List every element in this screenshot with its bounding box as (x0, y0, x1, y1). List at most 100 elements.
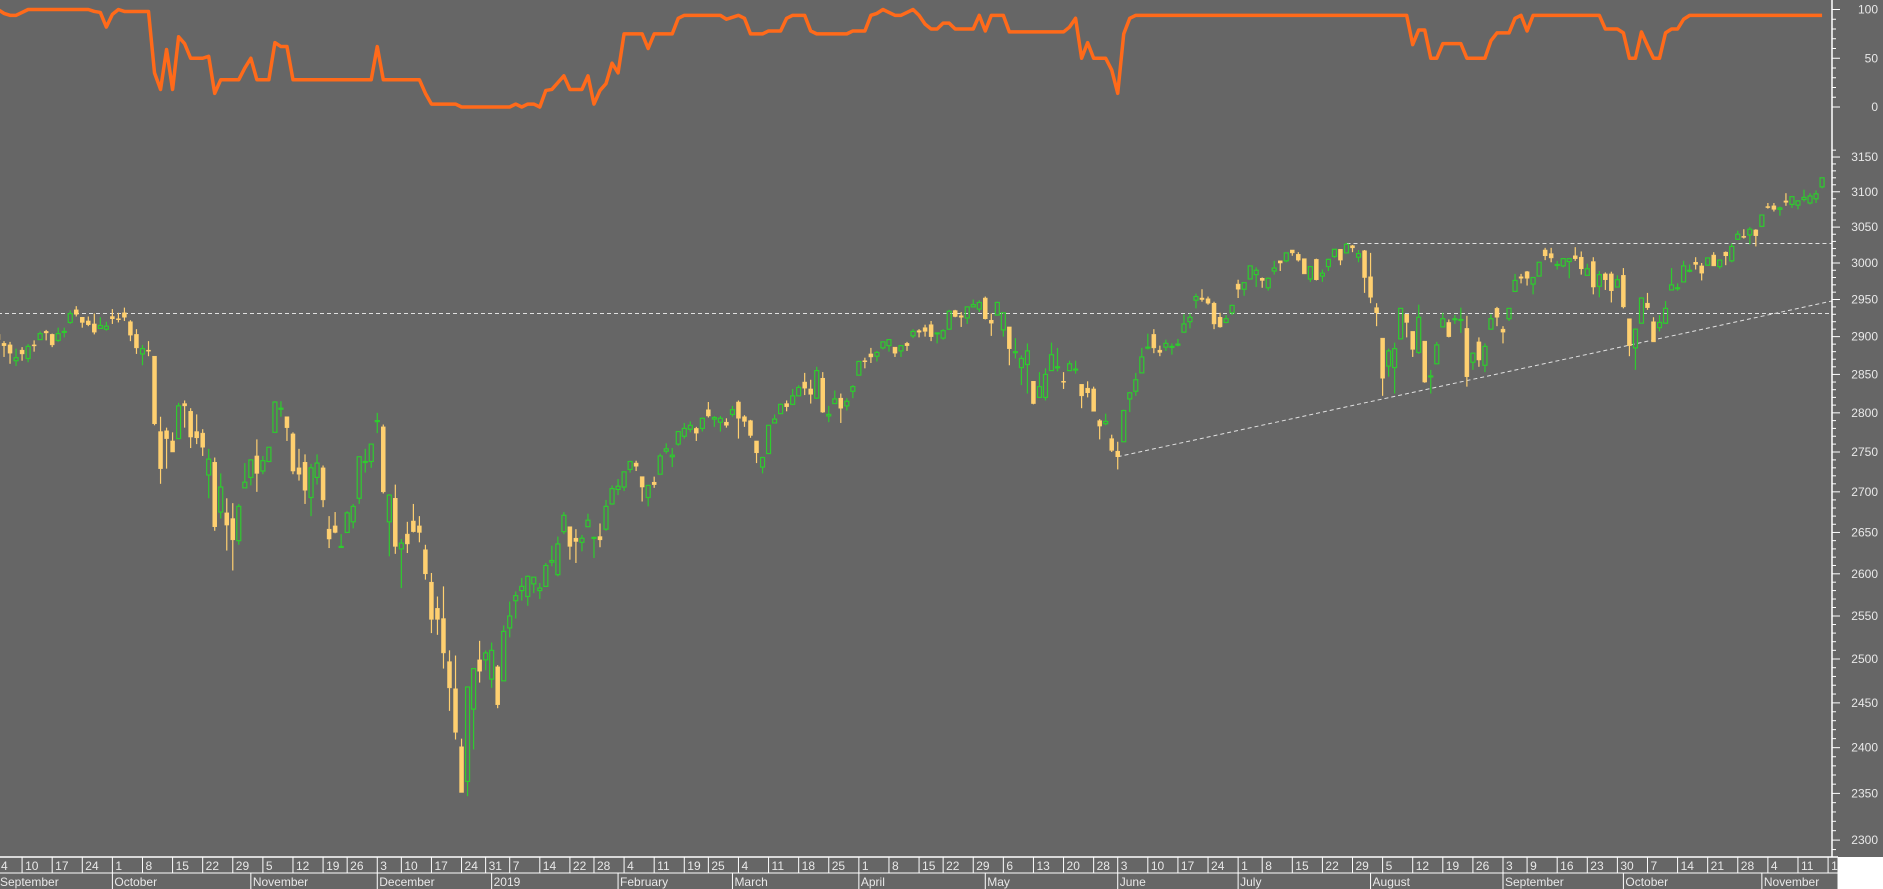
week-tick-label[interactable]: 4 (1, 859, 8, 873)
month-label[interactable]: July (1240, 875, 1261, 889)
week-tick-label[interactable]: 28 (1741, 859, 1755, 873)
candle-body (1584, 268, 1590, 276)
month-label[interactable]: March (734, 875, 767, 889)
week-tick-label[interactable]: 22 (206, 859, 220, 873)
week-tick-label[interactable]: 15 (922, 859, 936, 873)
month-label[interactable]: February (620, 875, 668, 889)
candle-up (1163, 339, 1169, 351)
week-tick-label[interactable]: 21 (1711, 859, 1725, 873)
candle-body (429, 581, 434, 620)
candle-body (1097, 420, 1102, 427)
week-tick-label[interactable]: 7 (513, 859, 520, 873)
week-tick-label[interactable]: 4 (627, 859, 634, 873)
candle-body (790, 395, 796, 405)
week-tick-label[interactable]: 7 (1650, 859, 1657, 873)
week-tick-label[interactable]: 11 (1801, 859, 1814, 873)
candle-down (1548, 247, 1554, 263)
week-tick-label[interactable]: 1 (1241, 859, 1248, 873)
week-tick-label[interactable]: 17 (1181, 859, 1195, 873)
week-tick-label[interactable]: 25 (832, 859, 846, 873)
week-tick-label[interactable]: 19 (326, 859, 340, 873)
candle-body (910, 330, 916, 337)
week-tick-label[interactable]: 22 (1325, 859, 1339, 873)
week-tick-label[interactable]: 18 (802, 859, 816, 873)
month-label[interactable]: November (253, 875, 308, 889)
week-tick-label[interactable]: 28 (597, 859, 611, 873)
candle-body (1007, 326, 1012, 349)
week-tick-label[interactable]: 29 (976, 859, 990, 873)
candle-body (483, 652, 489, 661)
week-tick-label[interactable]: 14 (543, 859, 557, 873)
week-tick-label[interactable]: 12 (1416, 859, 1430, 873)
week-tick-label[interactable]: 26 (1476, 859, 1490, 873)
month-label[interactable]: June (1120, 875, 1146, 889)
month-label[interactable]: April (861, 875, 885, 889)
week-tick-label[interactable]: 23 (1590, 859, 1604, 873)
week-tick-label[interactable]: 13 (1036, 859, 1050, 873)
month-label[interactable]: December (379, 875, 434, 889)
price-tick-label: 2450 (1851, 696, 1878, 710)
week-tick-label[interactable]: 3 (1506, 859, 1513, 873)
candle-up (1066, 360, 1073, 372)
candle-body (1205, 298, 1211, 304)
week-tick-label[interactable]: 15 (1295, 859, 1309, 873)
month-label[interactable]: September (1505, 875, 1564, 889)
candle-up (356, 456, 362, 504)
week-tick-label[interactable]: 3 (1121, 859, 1128, 873)
week-tick-label[interactable]: 1 (115, 859, 122, 873)
week-tick-label[interactable]: 4 (1771, 859, 1778, 873)
week-tick-label[interactable]: 1 (862, 859, 869, 873)
week-tick-label[interactable]: 24 (465, 859, 479, 873)
week-tick-label[interactable]: 29 (1356, 859, 1370, 873)
month-label[interactable]: May (987, 875, 1010, 889)
week-tick-label[interactable]: 8 (892, 859, 899, 873)
week-tick-label[interactable]: 4 (741, 859, 748, 873)
week-tick-label[interactable]: 31 (489, 859, 503, 873)
week-tick-label[interactable]: 22 (946, 859, 960, 873)
week-tick-label[interactable]: 11 (772, 859, 785, 873)
candle-up (1674, 283, 1681, 291)
month-label[interactable]: 2019 (494, 875, 521, 889)
week-tick-label[interactable]: 12 (296, 859, 310, 873)
week-tick-label[interactable]: 8 (145, 859, 152, 873)
week-tick-label[interactable]: 9 (1530, 859, 1537, 873)
week-tick-label[interactable]: 10 (1151, 859, 1165, 873)
week-tick-label[interactable]: 3 (380, 859, 387, 873)
week-tick-label[interactable]: 10 (25, 859, 39, 873)
week-tick-label[interactable]: 14 (1681, 859, 1695, 873)
candle-body (1302, 258, 1307, 275)
week-tick-label[interactable]: 18 (1831, 859, 1845, 873)
week-tick-label[interactable]: 11 (657, 859, 670, 873)
week-tick-label[interactable]: 17 (434, 859, 448, 873)
week-tick-label[interactable]: 17 (55, 859, 69, 873)
candle-up (531, 576, 537, 594)
month-label[interactable]: October (114, 875, 157, 889)
candle-body (1343, 243, 1350, 254)
month-label[interactable]: November (1764, 875, 1819, 889)
week-tick-label[interactable]: 5 (1386, 859, 1393, 873)
candle-body (1283, 252, 1289, 262)
month-label[interactable]: September (0, 875, 59, 889)
week-tick-label[interactable]: 25 (711, 859, 725, 873)
week-tick-label[interactable]: 15 (176, 859, 190, 873)
week-tick-label[interactable]: 6 (1006, 859, 1013, 873)
month-label[interactable]: October (1625, 875, 1668, 889)
week-tick-label[interactable]: 24 (1211, 859, 1225, 873)
week-tick-label[interactable]: 26 (350, 859, 364, 873)
date-axis[interactable]: 4 10 17 24 1 8 15 22 29 5 12 19 26 3 10 17 24 31 7 14 22 28 4 1… (0, 856, 1883, 889)
week-tick-label[interactable]: 16 (1560, 859, 1574, 873)
week-tick-label[interactable]: 29 (236, 859, 250, 873)
week-tick-label[interactable]: 24 (85, 859, 99, 873)
week-tick-label[interactable]: 19 (1446, 859, 1460, 873)
week-tick-label[interactable]: 22 (573, 859, 587, 873)
week-tick-label[interactable]: 19 (687, 859, 701, 873)
week-tick-label[interactable]: 30 (1620, 859, 1634, 873)
week-tick-label[interactable]: 5 (266, 859, 273, 873)
candle-down (224, 498, 230, 551)
month-label[interactable]: August (1373, 875, 1411, 889)
week-tick-label[interactable]: 8 (1265, 859, 1272, 873)
week-tick-label[interactable]: 20 (1067, 859, 1081, 873)
week-tick-label[interactable]: 10 (404, 859, 418, 873)
candle-body (880, 341, 886, 349)
week-tick-label[interactable]: 28 (1097, 859, 1111, 873)
